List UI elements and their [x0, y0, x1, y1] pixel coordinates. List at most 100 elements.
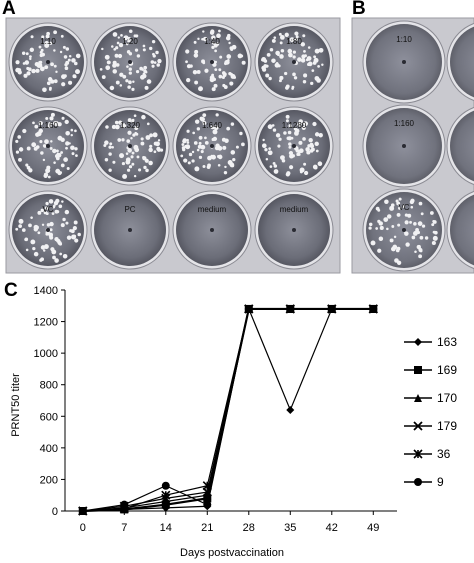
plate-b-wells: 1:10 1:20 1:160 1:320 VC PC	[362, 20, 474, 272]
plaque-dot	[271, 58, 276, 63]
plaque-dot	[159, 148, 164, 152]
plaque-dot	[204, 68, 209, 73]
plaque-dot	[40, 257, 45, 262]
plaque-dot	[60, 34, 64, 38]
plaque-dot	[294, 128, 300, 134]
plaque-dot	[59, 252, 63, 256]
plaque-dot	[121, 138, 125, 142]
plaque-dot	[36, 131, 42, 137]
plaque-dot	[209, 77, 215, 83]
plaque-dot	[43, 144, 47, 148]
plaque-dot	[49, 147, 53, 150]
y-axis-title: PRNT50 titer	[10, 373, 22, 437]
plaque-dot	[321, 63, 324, 66]
plaque-dot	[418, 254, 423, 259]
plaque-dot	[128, 29, 133, 34]
plaque-dot	[126, 65, 129, 68]
plaque-dot	[37, 62, 43, 68]
plaque-dot	[202, 30, 205, 33]
plaque-dot	[24, 60, 30, 65]
plaque-dot	[15, 227, 19, 231]
plaque-dot	[264, 148, 268, 152]
plaque-dot	[378, 236, 384, 241]
plaque-dot	[413, 222, 417, 226]
plaque-dot	[240, 54, 244, 58]
plaque-dot	[104, 158, 109, 162]
plaque-dot	[61, 116, 65, 120]
legend-label-169: 169	[437, 363, 457, 377]
plaque-dot	[26, 146, 31, 151]
plaque-dot	[25, 163, 29, 167]
plaque-dot	[313, 165, 318, 170]
plaque-dot	[24, 238, 27, 241]
plaque-dot	[230, 122, 235, 126]
plaque-dot	[402, 205, 405, 208]
plaque-dot	[276, 53, 280, 57]
plate-a-well-label: medium	[280, 205, 309, 214]
plaque-dot	[59, 50, 63, 54]
plaque-dot	[303, 162, 307, 166]
plaque-dot	[49, 221, 54, 227]
chart-series-lines	[82, 306, 374, 513]
legend-marker-179	[413, 421, 423, 431]
plaque-dot	[45, 201, 49, 206]
plaque-dot	[68, 80, 73, 85]
plaque-dot	[288, 142, 292, 146]
plaque-dot	[109, 85, 115, 91]
well-center-mark	[128, 228, 132, 232]
plaque-dot	[39, 53, 44, 58]
plaque-dot	[404, 213, 409, 217]
plaque-dot	[55, 198, 60, 203]
plaque-dot	[148, 147, 153, 153]
plaque-dot	[232, 157, 236, 162]
plaque-dot	[112, 160, 116, 164]
plate-a-well-label: VC	[42, 205, 53, 214]
plaque-dot	[188, 152, 193, 157]
plate-b-well-5: PC	[446, 190, 474, 270]
plate-a-well-1: 1:20	[90, 22, 170, 102]
plaque-dot	[386, 227, 389, 231]
plaque-dot	[58, 242, 63, 246]
plaque-dot	[224, 165, 227, 169]
plaque-dot	[29, 55, 32, 59]
plaque-dot	[31, 68, 36, 74]
plaque-dot	[55, 168, 61, 174]
plaque-dot	[211, 45, 215, 50]
plaque-dot	[289, 37, 295, 43]
plaque-dot	[263, 64, 268, 68]
plaque-dot	[225, 35, 231, 41]
plaque-dot	[26, 71, 31, 76]
plate-a-well-7: 1:1280	[254, 106, 334, 186]
plaque-dot	[214, 49, 217, 53]
plaque-dot	[398, 197, 402, 201]
plaque-dot	[71, 152, 75, 156]
plaque-dot	[112, 63, 117, 68]
plaque-dot	[130, 136, 133, 140]
plaque-dot	[50, 247, 55, 252]
data-point-163	[286, 405, 295, 414]
plaque-dot	[295, 148, 300, 153]
plaque-dot	[58, 204, 63, 209]
plaque-dot	[200, 144, 206, 150]
plaque-dot	[224, 138, 229, 143]
plaque-dot	[62, 253, 68, 259]
plaque-dot	[419, 249, 423, 253]
plaque-dot	[135, 132, 139, 136]
plaque-dot	[136, 54, 141, 58]
plaque-dot	[156, 63, 160, 67]
x-tick-label: 7	[121, 522, 127, 534]
plaque-dot	[109, 142, 113, 146]
plaque-dot	[196, 69, 201, 74]
well-center-mark	[210, 228, 214, 232]
plate-a-well-10: medium	[172, 190, 252, 270]
plaque-dot	[128, 52, 133, 56]
plaque-dot	[298, 140, 303, 145]
plaque-dot	[219, 55, 223, 59]
plaque-dot	[45, 116, 49, 120]
plaque-dot	[121, 161, 126, 166]
plaque-dot	[74, 147, 78, 151]
data-point-9	[78, 507, 87, 515]
plaque-dot	[193, 40, 197, 44]
plaque-dot	[53, 30, 58, 35]
plaque-dot	[21, 228, 26, 232]
